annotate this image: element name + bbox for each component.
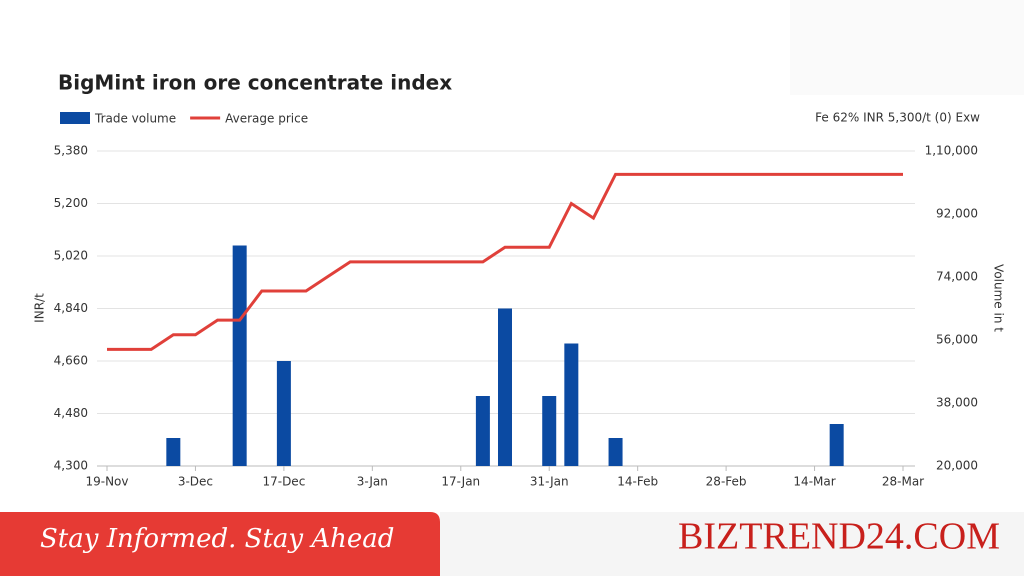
x-tick-label: 3-Dec xyxy=(178,475,213,489)
y-tick-label: 5,200 xyxy=(54,196,88,210)
site-name: BIZTREND24.COM xyxy=(678,516,1000,558)
chart-title: BigMint iron ore concentrate index xyxy=(58,71,452,95)
bar xyxy=(608,438,623,466)
x-tick-label: 28-Feb xyxy=(706,475,747,489)
x-tick-label: 17-Dec xyxy=(262,475,305,489)
bar xyxy=(475,396,490,466)
y-tick-label: 4,300 xyxy=(54,459,88,473)
bar xyxy=(564,343,579,466)
y2-tick-label: 1,10,000 xyxy=(925,144,978,158)
legend-label: Average price xyxy=(225,112,308,126)
bar xyxy=(829,424,844,466)
bar xyxy=(232,245,247,466)
x-tick-label: 19-Nov xyxy=(85,475,128,489)
banner-left xyxy=(0,512,440,576)
y2-tick-label: 74,000 xyxy=(936,270,978,284)
x-tick-label: 3-Jan xyxy=(357,475,388,489)
y2-tick-label: 56,000 xyxy=(936,333,978,347)
y-tick-label: 4,840 xyxy=(54,301,88,315)
corner-shade xyxy=(790,0,1024,95)
legend-swatch xyxy=(60,112,90,124)
note: Fe 62% INR 5,300/t (0) Exw xyxy=(815,111,980,125)
bar xyxy=(498,308,512,466)
x-tick-label: 14-Mar xyxy=(793,475,835,489)
x-tick-label: 17-Jan xyxy=(441,475,480,489)
y-tick-label: 5,020 xyxy=(54,249,88,263)
x-tick-label: 28-Mar xyxy=(882,475,924,489)
y-tick-label: 4,480 xyxy=(54,406,88,420)
banner-right xyxy=(440,512,1024,576)
legend-label: Trade volume xyxy=(94,112,176,126)
y2-tick-label: 38,000 xyxy=(936,396,978,410)
bar xyxy=(166,438,181,466)
y2-tick-label: 92,000 xyxy=(936,207,978,221)
tagline: Stay Informed. Stay Ahead xyxy=(40,524,394,554)
price-line xyxy=(107,172,903,351)
x-tick-label: 14-Feb xyxy=(617,475,658,489)
plot: 4,300 4,480 4,660 4,840 5,020 5,200 5,380 20,00… xyxy=(54,112,978,489)
y2-tick-label: 20,000 xyxy=(936,459,978,473)
y-axis-label: INR/t xyxy=(33,293,47,323)
bar xyxy=(542,396,557,466)
x-tick-label: 31-Jan xyxy=(530,475,569,489)
y-tick-label: 5,380 xyxy=(54,144,88,158)
bar xyxy=(276,361,291,466)
y-tick-label: 4,660 xyxy=(54,354,88,368)
y2-axis-label: Volume in t xyxy=(992,264,1006,332)
